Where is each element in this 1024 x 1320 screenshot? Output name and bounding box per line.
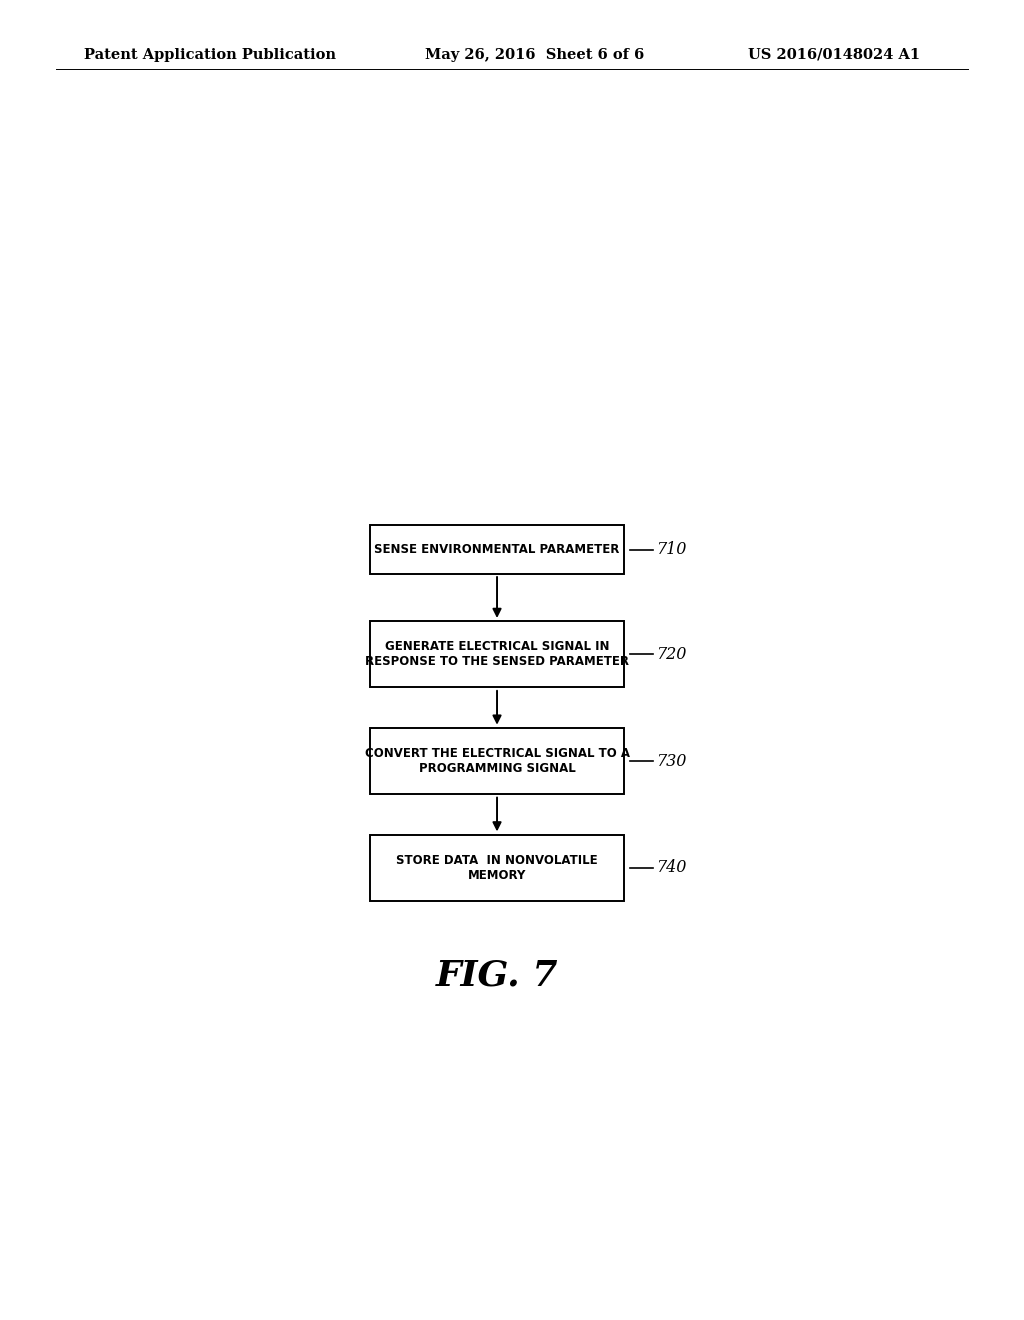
Text: FIG. 7: FIG. 7 [436,958,558,993]
Text: May 26, 2016  Sheet 6 of 6: May 26, 2016 Sheet 6 of 6 [425,48,644,62]
Text: US 2016/0148024 A1: US 2016/0148024 A1 [748,48,920,62]
FancyBboxPatch shape [370,729,624,795]
Text: 740: 740 [656,859,687,876]
Text: 730: 730 [656,752,687,770]
Text: Patent Application Publication: Patent Application Publication [84,48,336,62]
Text: CONVERT THE ELECTRICAL SIGNAL TO A
PROGRAMMING SIGNAL: CONVERT THE ELECTRICAL SIGNAL TO A PROGR… [365,747,630,775]
Text: 720: 720 [656,645,687,663]
FancyBboxPatch shape [370,525,624,574]
FancyBboxPatch shape [370,834,624,900]
Text: GENERATE ELECTRICAL SIGNAL IN
RESPONSE TO THE SENSED PARAMETER: GENERATE ELECTRICAL SIGNAL IN RESPONSE T… [365,640,629,668]
Text: SENSE ENVIRONMENTAL PARAMETER: SENSE ENVIRONMENTAL PARAMETER [375,544,620,556]
FancyBboxPatch shape [370,622,624,688]
Text: 710: 710 [656,541,687,558]
Text: STORE DATA  IN NONVOLATILE
MEMORY: STORE DATA IN NONVOLATILE MEMORY [396,854,598,882]
